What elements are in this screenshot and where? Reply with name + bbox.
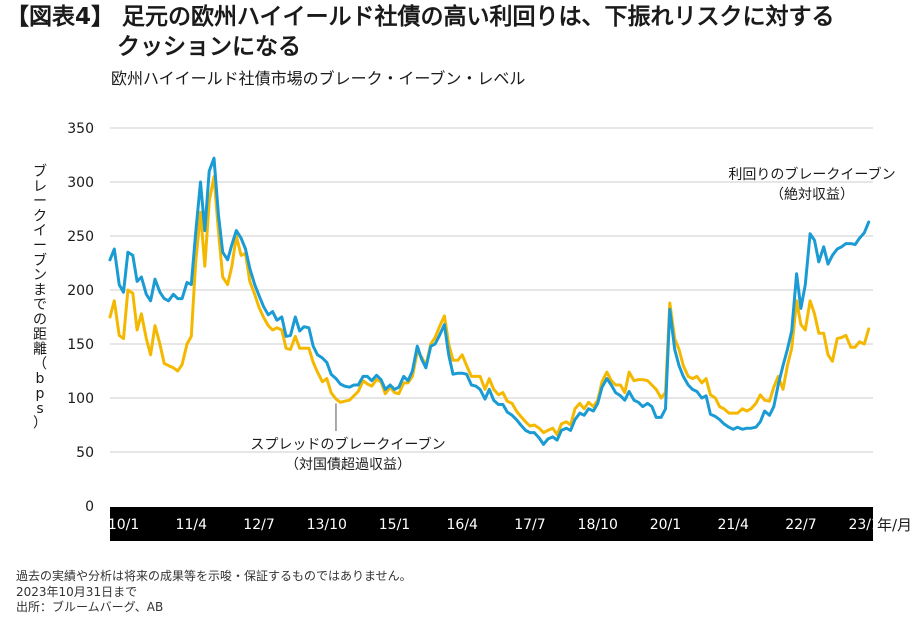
x-tick-label: 15/1: [379, 517, 410, 533]
chart-title: 【図表4】 足元の欧州ハイイールド社債の高い利回りは、下振れリスクに対する クッ…: [6, 2, 906, 62]
y-tick-label: 200: [67, 283, 94, 299]
y-axis-label-char: （: [33, 356, 47, 372]
x-tick-label: 11/4: [176, 517, 208, 533]
x-tick-label: 13/10: [307, 517, 347, 533]
y-axis-label-char: ブ: [33, 163, 47, 180]
x-axis-band: [110, 507, 873, 541]
y-tick-label: 300: [67, 175, 94, 191]
y-axis-label-char: ）: [33, 416, 47, 432]
chart-title-line1: 【図表4】 足元の欧州ハイイールド社債の高い利回りは、下振れリスクに対する: [6, 4, 835, 30]
footer-disclaimer: 過去の実績や分析は将来の成果等を示唆・保証するものではありません。: [16, 569, 412, 583]
y-tick-label: 350: [67, 121, 94, 137]
chart-subtitle: 欧州ハイイールド社債市場のブレーク・イーブン・レベル: [111, 69, 526, 88]
footer-source: 出所：ブルームバーグ、AB: [16, 600, 164, 614]
y-axis-ticks: 0 50 100 150 200 250 300 350: [67, 121, 94, 515]
chart-series: [108, 156, 871, 446]
spread-annotation-line2: （対国債超過収益）: [285, 457, 411, 473]
x-axis-ticks: 10/1 11/4 12/7 13/10 15/1 16/4 17/7 18/10 20/1 21…: [108, 517, 889, 533]
y-axis-label-char: イ: [33, 223, 47, 239]
y-tick-label: 250: [67, 229, 94, 245]
y-axis-label-char: で: [33, 297, 47, 313]
y-axis-label-char: ま: [33, 282, 47, 298]
y-axis-label-char: ン: [33, 268, 47, 284]
x-tick-label: 17/7: [514, 517, 545, 533]
y-axis-label-char: b: [36, 371, 45, 387]
x-tick-label: 21/4: [717, 517, 749, 533]
x-axis-unit: 年/月: [877, 516, 912, 534]
x-tick-label: 16/4: [447, 517, 479, 533]
y-axis-label-char: ク: [33, 208, 47, 224]
y-axis-label-char: p: [36, 386, 45, 402]
footer-date: 2023年10月31日まで: [16, 584, 138, 599]
chart-title-line2: クッションになる: [117, 34, 301, 60]
y-axis-label-char: の: [33, 312, 47, 328]
series-line-spread: [108, 175, 871, 437]
yield-annotation-line2: （絶対収益）: [770, 187, 854, 203]
x-tick-label: 22/7: [785, 517, 816, 533]
x-tick-label: 10/1: [108, 517, 139, 533]
chart-grid: [110, 127, 873, 453]
x-tick-label: 20/1: [650, 517, 681, 533]
y-axis-label-char: 離: [33, 341, 47, 358]
series-line-yield: [108, 156, 871, 446]
yield-annotation-line1: 利回りのブレークイーブン: [728, 166, 895, 183]
y-axis-label-char: 距: [33, 327, 47, 343]
y-tick-label: 0: [85, 499, 94, 515]
y-tick-label: 50: [76, 445, 94, 461]
footer-notes: 過去の実績や分析は将来の成果等を示唆・保証するものではありません。 2023年1…: [16, 569, 412, 616]
spread-annotation-line1: スプレッドのブレークイーブン: [250, 436, 445, 453]
y-axis-label-char: ー: [33, 238, 47, 254]
y-axis-label-char: ー: [33, 194, 47, 210]
x-tick-label: 18/10: [578, 517, 618, 533]
y-tick-label: 150: [67, 337, 94, 353]
y-axis-label-char: ブ: [33, 252, 47, 269]
y-tick-label: 100: [67, 391, 94, 407]
y-axis-label-char: レ: [33, 179, 47, 195]
x-tick-label: 12/7: [243, 517, 274, 533]
y-axis-label-char: s: [36, 401, 43, 417]
x-tick-label: 23/10: [848, 517, 888, 533]
